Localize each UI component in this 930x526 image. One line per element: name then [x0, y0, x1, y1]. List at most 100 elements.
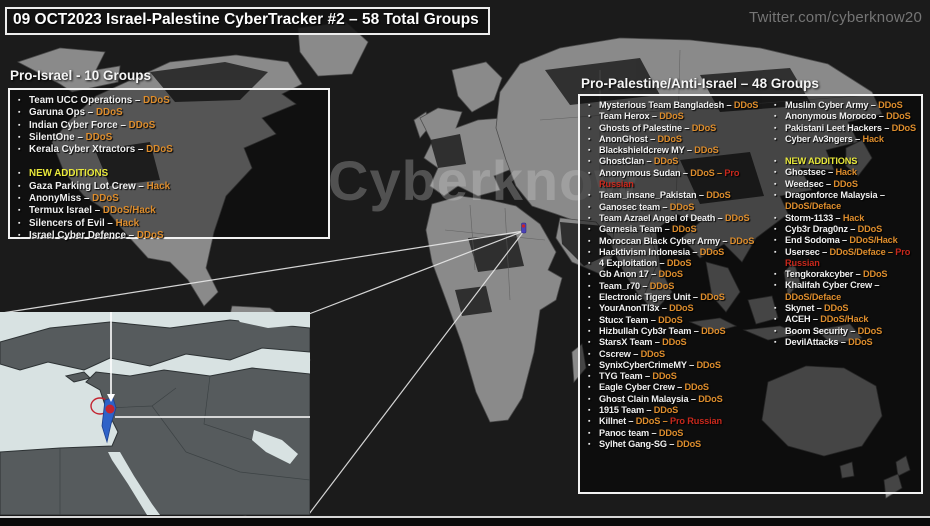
- list-item: ▪ Cyber Av3ngers – Hack: [772, 134, 917, 145]
- bullet-icon: ▪: [18, 146, 21, 154]
- twitter-credit-link[interactable]: Twitter.com/cyberknow20: [749, 9, 922, 26]
- bullet-icon: ▪: [588, 282, 591, 290]
- list-item-segment: AnonGhost –: [599, 133, 658, 144]
- list-item-segment: DDoS: [640, 348, 666, 359]
- list-item-text: Skynet – DDoS: [785, 303, 917, 314]
- list-item-segment: DDoS: [729, 235, 755, 246]
- list-item-segment: DDoS: [891, 122, 917, 133]
- list-item-segment: Usersec –: [785, 246, 830, 257]
- bullet-icon: ▪: [588, 113, 591, 121]
- list-item-text: Panoc team – DDoS: [599, 428, 772, 439]
- list-item-segment: DDoS: [706, 190, 731, 201]
- list-item: ▪ 4 Exploitation – DDoS: [586, 258, 772, 269]
- list-item-segment: Kerala Cyber Xtractors –: [29, 144, 147, 156]
- bullet-icon: ▪: [18, 182, 21, 190]
- bullet-icon: ▪: [774, 192, 777, 200]
- list-item: ▪ StarsX Team – DDoS: [586, 337, 772, 348]
- list-item-segment: 1915 Team –: [599, 405, 654, 416]
- list-item: ▪ Gb Anon 17 – DDoS: [586, 269, 772, 280]
- list-item-segment: Stucx Team –: [599, 314, 659, 325]
- inset-borders: [59, 375, 310, 515]
- list-item: ▪ Kerala Cyber Xtractors – DDoS: [16, 144, 322, 156]
- list-item-segment: Hacktivism Indonesia –: [599, 246, 700, 257]
- list-item-segment: DDoS: [653, 405, 679, 416]
- list-item-text: Cscrew – DDoS: [599, 349, 772, 360]
- list-item-segment: DDoS: [143, 95, 170, 106]
- list-item-text: TYG Team – DDoS: [599, 371, 772, 382]
- list-item-segment: DDoS: [653, 156, 679, 167]
- list-item: ▪ Moroccan Black Cyber Army – DDoS: [586, 236, 772, 247]
- list-item-segment: DDoS: [878, 100, 903, 110]
- list-item: ▪ End Sodoma – DDoS/Hack: [772, 235, 917, 246]
- list-item-segment: Anonymous Morocco –: [785, 111, 887, 122]
- pro-palestine-panel: ▪ Mysterious Team Bangladesh – DDoS ▪ Team …: [578, 94, 923, 494]
- list-item-segment: DDoS: [725, 212, 750, 223]
- list-item-text: Boom Security – DDoS: [785, 326, 917, 337]
- list-item-segment: Team Herox –: [599, 111, 660, 122]
- bullet-icon: ▪: [18, 97, 21, 104]
- list-item-text: Killnet – DDoS – Pro Russian: [599, 416, 772, 427]
- list-item-segment: –: [714, 167, 725, 178]
- bullet-icon: ▪: [18, 195, 21, 203]
- list-item: ▪ Mysterious Team Bangladesh – DDoS: [586, 100, 772, 111]
- list-item-text: Eagle Cyber Crew – DDoS: [599, 382, 772, 393]
- list-item: ▪ Storm-1133 – Hack: [772, 213, 917, 224]
- list-item-segment: –: [660, 416, 670, 427]
- list-section-header: ▪ NEW ADDITIONS: [16, 168, 322, 180]
- list-item-segment: Pro Russian: [599, 167, 740, 190]
- list-item-segment: Boom Security –: [785, 325, 858, 336]
- list-item-text: Storm-1133 – Hack: [785, 213, 917, 224]
- list-item-text: Ghosts of Palestine – DDoS: [599, 123, 772, 134]
- list-item: ▪ Team UCC Operations – DDoS: [16, 95, 322, 107]
- list-item: ▪ Muslim Cyber Army – DDoS: [772, 100, 917, 111]
- list-item: ▪ Garnesia Team – DDoS: [586, 224, 772, 235]
- list-item: ▪ Electronic Tigers Unit – DDoS: [586, 292, 772, 303]
- list-item: ▪ Blackshieldcrew MY – DDoS: [586, 145, 772, 156]
- list-item-segment: DDoS: [833, 178, 858, 189]
- list-item-text: SynixCyberCrimeMY – DDoS: [599, 360, 772, 371]
- list-item-segment: Hack: [146, 180, 171, 192]
- list-item-text: Cyb3r Drag0nz – DDoS: [785, 224, 917, 235]
- bullet-icon: ▪: [588, 271, 591, 279]
- list-item-text: Tengkorakcyber – DDoS: [785, 269, 917, 280]
- list-item-segment: DDoS/Hack: [849, 235, 898, 246]
- list-item: ▪ Ghost Clain Malaysia – DDoS: [586, 394, 772, 405]
- list-item-segment: DDoS: [694, 145, 719, 156]
- bullet-icon: ▪: [774, 113, 777, 121]
- list-item-segment: DDoS: [701, 325, 726, 336]
- list-item-segment: Pro Russian: [785, 246, 911, 268]
- list-item-text: Electronic Tigers Unit – DDoS: [599, 292, 772, 303]
- list-item-segment: DevilAttacks –: [785, 336, 849, 347]
- bullet-icon: ▪: [18, 219, 21, 227]
- list-item-segment: DDoS: [733, 100, 759, 110]
- list-spacer: [16, 156, 322, 168]
- bullet-icon: ▪: [588, 305, 591, 313]
- list-item-segment: DDoS: [658, 427, 684, 438]
- bullet-icon: ▪: [588, 350, 591, 358]
- list-item: ▪ Team Azrael Angel of Death – DDoS: [586, 213, 772, 224]
- list-item-segment: DDoS: [848, 336, 873, 347]
- list-item: ▪ GhostClan – DDoS: [586, 156, 772, 167]
- bullet-icon: ▪: [774, 225, 777, 233]
- inset-middle-east-map: [0, 312, 310, 515]
- list-item-text: 1915 Team – DDoS: [599, 405, 772, 416]
- list-item-segment: DDoS: [95, 107, 123, 119]
- list-item-segment: DDoS: [136, 229, 164, 241]
- bullet-icon: ▪: [18, 170, 21, 178]
- list-item-text: Stucx Team – DDoS: [599, 315, 772, 326]
- page-title: 09 OCT2023 Israel-Palestine CyberTracker…: [5, 7, 490, 35]
- list-item: ▪ Anonymous Sudan – DDoS – Pro Russian: [586, 168, 772, 191]
- list-item-text: Israel Cyber Defence – DDoS: [29, 230, 322, 242]
- list-item: ▪ Hacktivism Indonesia – DDoS: [586, 247, 772, 258]
- list-item-segment: DDoS: [649, 280, 675, 291]
- list-item: ▪ Boom Security – DDoS: [772, 326, 917, 337]
- list-item-segment: DDoS: [662, 337, 687, 348]
- bullet-icon: ▪: [18, 231, 21, 239]
- list-item-segment: DDoS: [684, 382, 710, 393]
- list-item: ▪ Hizbullah Cyb3r Team – DDoS: [586, 326, 772, 337]
- list-item-text: 4 Exploitation – DDoS: [599, 258, 772, 269]
- list-item: ▪ ACEH – DDoS/Hack: [772, 314, 917, 325]
- list-item-segment: DDoS: [690, 167, 715, 178]
- list-item: ▪ SilentOne – DDoS: [16, 132, 322, 144]
- bullet-icon: ▪: [588, 361, 591, 369]
